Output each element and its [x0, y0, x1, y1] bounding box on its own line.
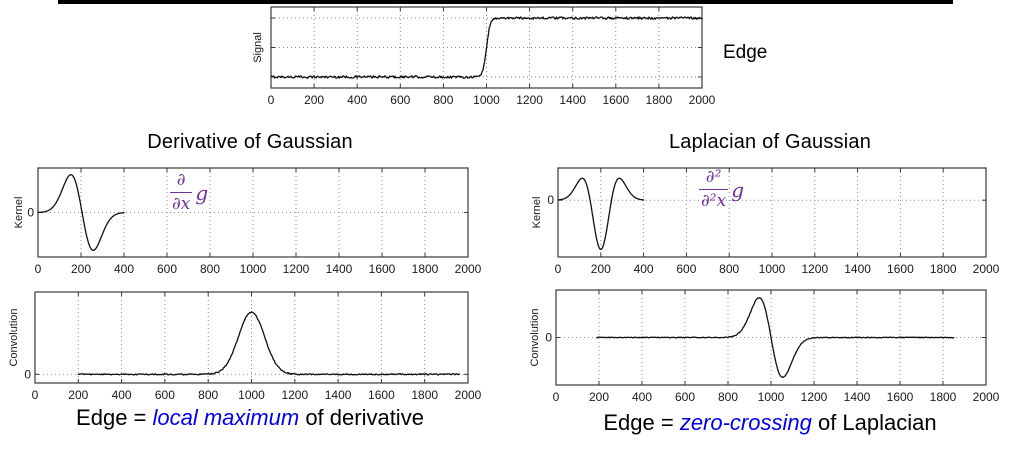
signal-curve: [270, 16, 703, 79]
x-tick-label: 1200: [283, 262, 310, 276]
x-tick-label: 600: [155, 388, 175, 402]
x-tick-label: 1000: [759, 262, 786, 276]
x-tick-label: 1400: [326, 262, 353, 276]
x-tick-label: 200: [304, 93, 324, 107]
derivative-caption-prefix: Edge =: [76, 405, 153, 430]
laplacian-caption-highlight: zero-crossing: [679, 410, 812, 435]
x-tick-label: 1200: [801, 262, 828, 276]
dog-kernel-curve: [37, 174, 125, 251]
x-tick-label: 1400: [844, 390, 871, 404]
x-tick-label: 0: [35, 262, 42, 276]
x-tick-label: 600: [675, 390, 695, 404]
x-tick-label: 1600: [602, 93, 629, 107]
dog-formula-numerator: ∂: [176, 170, 186, 190]
x-tick-label: 0: [268, 93, 275, 107]
x-tick-label: 400: [634, 262, 654, 276]
x-tick-label: 800: [198, 388, 218, 402]
x-tick-label: 1600: [368, 388, 395, 402]
dog-formula-operand: g: [195, 181, 209, 205]
x-tick-label: 1800: [411, 388, 438, 402]
x-tick-label: 1000: [238, 388, 265, 402]
x-tick-label: 1600: [887, 390, 914, 404]
x-tick-label: 1200: [516, 93, 543, 107]
x-tick-label: 2000: [455, 262, 482, 276]
dog-formula-denominator: ∂x: [170, 192, 193, 214]
x-tick-label: 1800: [930, 262, 957, 276]
y-tick-label: 0: [545, 331, 552, 345]
dog-fraction: ∂ ∂x: [170, 170, 193, 214]
derivative-kernel-plot: 0 200 400 600 800 1000 1200 1400 1600 1800 20000Ke…: [13, 167, 482, 276]
x-tick-label: 2000: [973, 262, 1000, 276]
x-tick-label: 400: [112, 388, 132, 402]
x-tick-label: 1200: [801, 390, 828, 404]
derivative-of-gaussian-title: Derivative of Gaussian: [147, 131, 353, 153]
x-tick-label: 1400: [844, 262, 871, 276]
y-tick-label: 0: [24, 367, 31, 381]
derivative-caption: Edge = local maximum of derivative: [10, 405, 490, 431]
x-tick-label: 200: [68, 388, 88, 402]
derivative-formula: ∂ ∂x g: [170, 172, 208, 213]
log-fraction: ∂² ∂²x: [699, 167, 729, 211]
y-axis-label: Convolution: [8, 308, 20, 366]
x-tick-label: 800: [433, 93, 453, 107]
x-tick-label: 1000: [758, 390, 785, 404]
axis-box: [34, 291, 469, 384]
log-formula-operand: g: [731, 178, 745, 202]
derivative-caption-suffix: of derivative: [299, 405, 424, 430]
laplacian-kernel-plot: 0 200 400 600 800 1000 1200 1400 1600 1800 2000 0 Ke…: [531, 167, 1000, 276]
x-tick-label: 2000: [455, 388, 482, 402]
log-kernel-curve: [557, 177, 645, 251]
laplacian-convolution-plot: 0 200 400 600 800 1000 1200 1400 1600 1800 2000 0 Co…: [529, 289, 1000, 404]
edge-annotation-label: Edge: [723, 42, 768, 63]
x-tick-label: 600: [676, 262, 696, 276]
x-tick-label: 1000: [240, 262, 267, 276]
laplacian-of-gaussian-title: Laplacian of Gaussian: [668, 131, 872, 153]
x-tick-label: 1000: [473, 93, 500, 107]
laplacian-caption-prefix: Edge =: [603, 410, 680, 435]
x-tick-label: 1800: [646, 93, 673, 107]
x-tick-label: 800: [200, 262, 220, 276]
laplacian-caption: Edge = zero-crossing of Laplacian: [530, 410, 1010, 436]
x-tick-label: 400: [632, 390, 652, 404]
y-axis-label: Kernel: [13, 197, 25, 229]
x-tick-label: 0: [32, 388, 39, 402]
y-tick-label: 0: [547, 193, 554, 207]
log-conv-curve: [596, 297, 955, 379]
x-tick-label: 200: [589, 390, 609, 404]
x-tick-label: 1800: [930, 390, 957, 404]
x-tick-label: 1600: [887, 262, 914, 276]
x-tick-label: 200: [591, 262, 611, 276]
y-axis-label: Kernel: [531, 197, 543, 229]
x-tick-label: 600: [390, 93, 410, 107]
laplacian-formula: ∂² ∂²x g: [699, 169, 744, 210]
laplacian-caption-suffix: of Laplacian: [811, 410, 937, 435]
x-tick-label: 1800: [412, 262, 439, 276]
signal-plot: 0 200 400 600 800 1000 1200 1400 1600 1800 2000 Sig…: [252, 6, 716, 107]
x-tick-label: 0: [553, 390, 560, 404]
y-axis-label: Convolution: [529, 308, 541, 366]
log-formula-denominator: ∂²x: [699, 189, 729, 211]
x-tick-label: 1400: [559, 93, 586, 107]
x-tick-label: 2000: [689, 93, 716, 107]
x-tick-label: 800: [719, 262, 739, 276]
x-tick-label: 0: [555, 262, 562, 276]
derivative-convolution-plot: 0 200 400 600 800 1000 1200 1400 1600 1800 2000 0 Co…: [8, 291, 482, 402]
x-tick-label: 400: [114, 262, 134, 276]
x-tick-label: 600: [157, 262, 177, 276]
x-tick-label: 200: [71, 262, 91, 276]
x-tick-label: 1600: [369, 262, 396, 276]
y-axis-label: Signal: [252, 32, 264, 63]
x-tick-label: 1400: [325, 388, 352, 402]
x-tick-label: 1200: [281, 388, 308, 402]
x-tick-label: 800: [718, 390, 738, 404]
x-tick-label: 2000: [973, 390, 1000, 404]
x-tick-label: 400: [347, 93, 367, 107]
derivative-caption-highlight: local maximum: [152, 405, 300, 430]
top-rule: [58, 0, 953, 4]
log-formula-numerator: ∂²: [705, 167, 722, 187]
dog-conv-curve: [77, 311, 460, 376]
y-tick-label: 0: [27, 206, 34, 220]
